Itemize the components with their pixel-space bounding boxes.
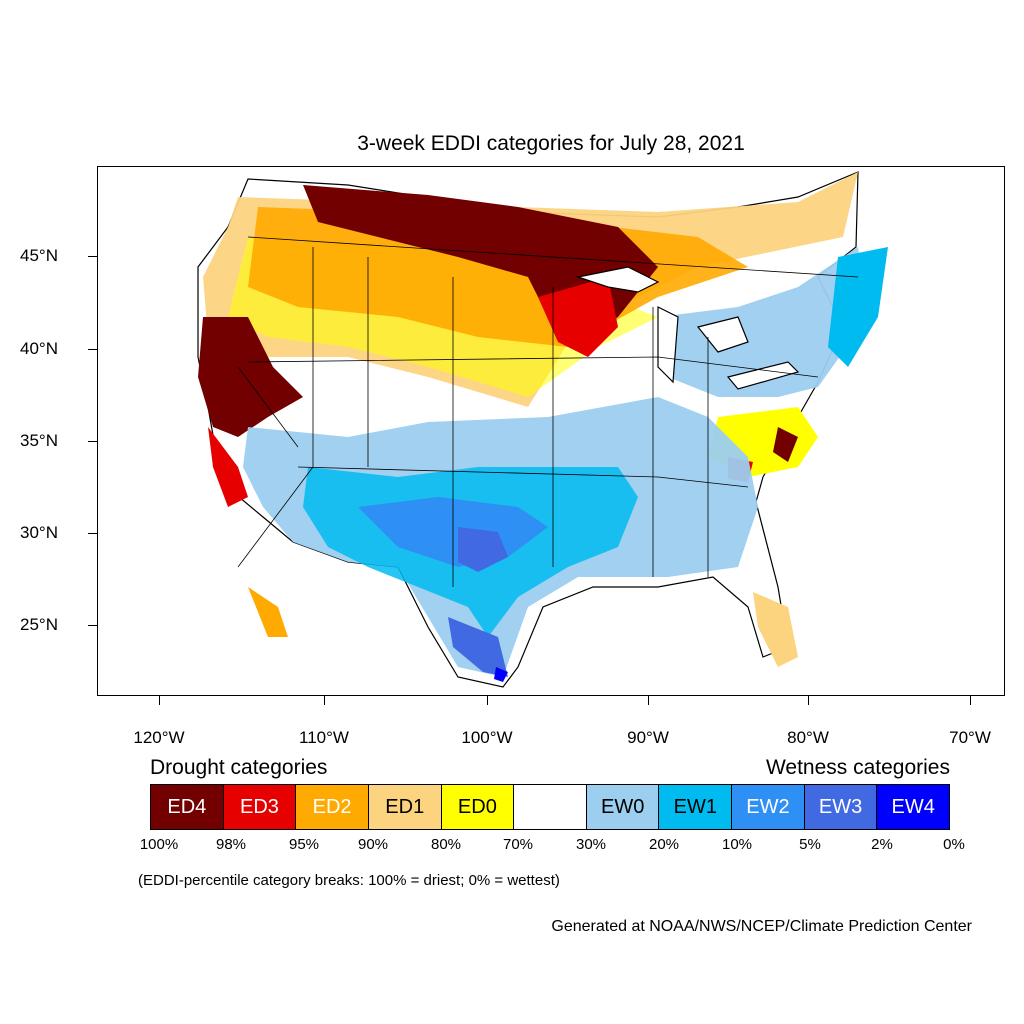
legend-box-ew3: EW3 bbox=[804, 785, 878, 829]
ed3-region-north bbox=[538, 277, 618, 357]
ed4-region-appalachia bbox=[773, 427, 798, 462]
lon-tick-70w bbox=[970, 696, 971, 705]
lon-label-80w: 80°W bbox=[787, 728, 829, 747]
ew0-region-northeast bbox=[658, 247, 868, 397]
ew3-region-texas bbox=[458, 527, 508, 572]
state-boundaries bbox=[237, 236, 859, 587]
ed2-region-florida bbox=[753, 592, 798, 667]
legend-box-neutral bbox=[514, 785, 587, 829]
lat-tick-45n bbox=[88, 256, 97, 257]
break-label: 100% bbox=[139, 836, 179, 853]
break-label: 98% bbox=[215, 836, 247, 853]
category-legend: ED4 ED3 ED2 ED1 ED0 EW0 EW1 EW2 EW3 EW4 bbox=[150, 784, 950, 830]
legend-box-ed4: ED4 bbox=[151, 785, 224, 829]
lat-label-40n: 40°N bbox=[20, 339, 58, 358]
legend-box-ed0: ED0 bbox=[441, 785, 515, 829]
lat-tick-40n bbox=[88, 349, 97, 350]
ed4-region-west bbox=[198, 317, 303, 437]
legend-box-ed2: ED2 bbox=[296, 785, 369, 829]
lon-label-90w: 90°W bbox=[627, 728, 669, 747]
legend-box-ew0: EW0 bbox=[586, 785, 660, 829]
legend-box-ed1: ED1 bbox=[368, 785, 442, 829]
lat-tick-35n bbox=[88, 441, 97, 442]
lat-tick-30n bbox=[88, 533, 97, 534]
great-lakes bbox=[575, 266, 800, 390]
break-label: 90% bbox=[357, 836, 389, 853]
drought-categories-heading: Drought categories bbox=[150, 756, 328, 779]
break-label: 5% bbox=[799, 836, 821, 853]
lon-label-100w: 100°W bbox=[461, 728, 513, 747]
break-label: 0% bbox=[943, 836, 965, 853]
lon-tick-100w bbox=[487, 696, 488, 705]
break-label: 10% bbox=[721, 836, 753, 853]
legend-box-ew2: EW2 bbox=[732, 785, 805, 829]
percentile-note: (EDDI-percentile category breaks: 100% =… bbox=[138, 872, 560, 889]
ed3-region-west bbox=[208, 427, 248, 507]
legend-box-ew1: EW1 bbox=[659, 785, 733, 829]
wetness-categories-heading: Wetness categories bbox=[765, 756, 950, 779]
lat-label-30n: 30°N bbox=[20, 523, 58, 542]
ew1-region-northeast bbox=[828, 247, 888, 367]
break-label: 95% bbox=[288, 836, 320, 853]
break-label: 2% bbox=[871, 836, 893, 853]
lon-tick-80w bbox=[808, 696, 809, 705]
break-label: 80% bbox=[430, 836, 462, 853]
legend-box-ew4: EW4 bbox=[877, 785, 950, 829]
lat-label-35n: 35°N bbox=[20, 431, 58, 450]
lon-tick-120w bbox=[159, 696, 160, 705]
ew4-region-coast bbox=[494, 667, 508, 682]
ed2-region-southwest bbox=[248, 587, 288, 637]
break-label: 30% bbox=[575, 836, 607, 853]
lon-label-70w: 70°W bbox=[949, 728, 991, 747]
eddi-map-canvas bbox=[197, 171, 888, 688]
lon-label-120w: 120°W bbox=[133, 728, 185, 747]
map-title: 3-week EDDI categories for July 28, 2021 bbox=[357, 132, 745, 155]
lat-label-25n: 25°N bbox=[20, 615, 58, 634]
lat-tick-25n bbox=[88, 625, 97, 626]
break-label: 70% bbox=[502, 836, 534, 853]
ew3-region-coast bbox=[448, 617, 508, 677]
break-label: 20% bbox=[648, 836, 680, 853]
lat-label-45n: 45°N bbox=[20, 246, 58, 265]
eddi-map bbox=[97, 166, 1005, 696]
lon-tick-90w bbox=[648, 696, 649, 705]
credit-line: Generated at NOAA/NWS/NCEP/Climate Predi… bbox=[551, 918, 972, 935]
lon-tick-110w bbox=[324, 696, 325, 705]
legend-box-ed3: ED3 bbox=[223, 785, 297, 829]
lon-label-110w: 110°W bbox=[299, 728, 349, 747]
